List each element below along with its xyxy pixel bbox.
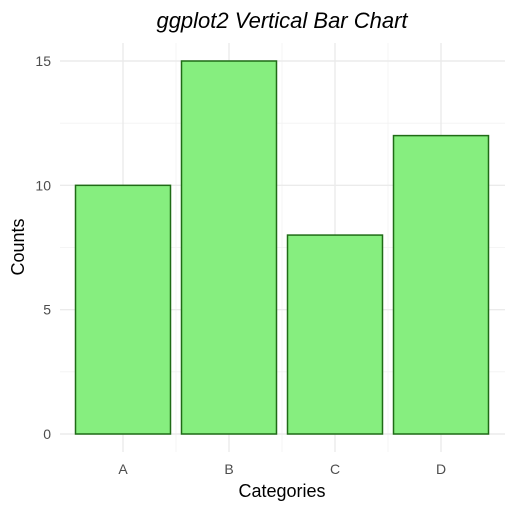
x-axis-title: Categories — [238, 481, 325, 501]
bar-a — [74, 184, 172, 435]
y-tick-label: 15 — [35, 53, 51, 69]
y-axis-title: Counts — [8, 218, 28, 275]
bar-b — [180, 60, 278, 435]
x-tick-label: C — [330, 461, 340, 477]
x-tick-label: A — [118, 461, 128, 477]
y-tick-label: 0 — [43, 426, 51, 442]
bar-d — [392, 134, 490, 435]
y-tick-label: 5 — [43, 302, 51, 318]
chart-title: ggplot2 Vertical Bar Chart — [156, 8, 408, 33]
bars — [74, 60, 490, 435]
bar-c — [286, 234, 384, 435]
axis-labels: A B C D 0 5 10 15 — [35, 53, 446, 477]
x-tick-label: B — [224, 461, 233, 477]
y-tick-label: 10 — [35, 177, 51, 193]
x-tick-label: D — [436, 461, 446, 477]
